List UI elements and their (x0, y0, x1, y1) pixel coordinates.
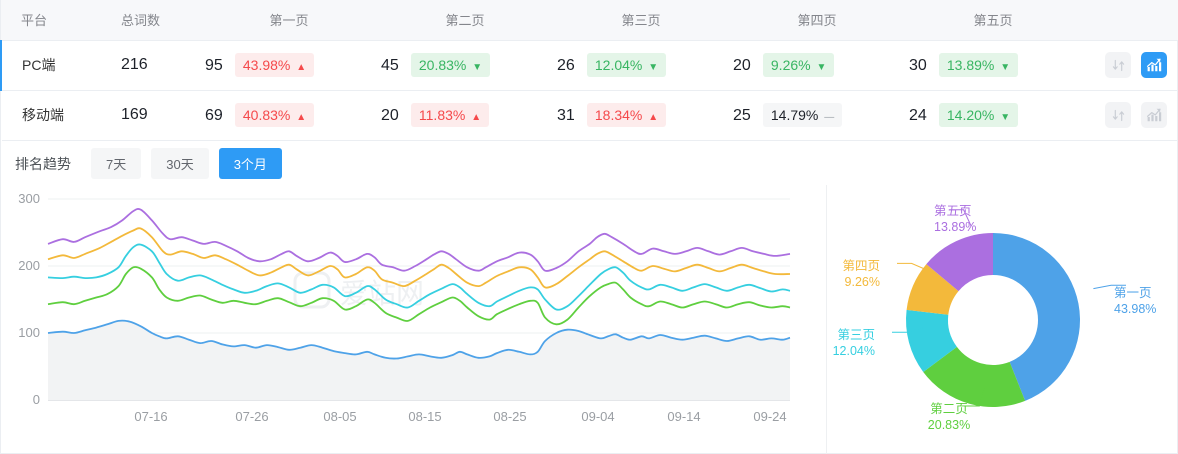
svg-text:08-25: 08-25 (493, 409, 526, 424)
svg-text:09-14: 09-14 (667, 409, 700, 424)
svg-text:300: 300 (18, 191, 40, 206)
svg-text:第三页: 第三页 (837, 328, 875, 342)
svg-text:13.89%: 13.89% (934, 220, 976, 234)
svg-text:12.04%: 12.04% (833, 344, 875, 358)
svg-text:09-04: 09-04 (581, 409, 614, 424)
svg-text:0: 0 (33, 392, 40, 407)
svg-text:09-24: 09-24 (753, 409, 786, 424)
svg-text:08-15: 08-15 (408, 409, 441, 424)
svg-text:08-05: 08-05 (323, 409, 356, 424)
svg-text:07-26: 07-26 (235, 409, 268, 424)
svg-text:100: 100 (18, 325, 40, 340)
svg-text:第四页: 第四页 (842, 259, 880, 273)
svg-text:20.83%: 20.83% (928, 418, 970, 432)
svg-text:第二页: 第二页 (930, 402, 968, 416)
svg-text:07-16: 07-16 (134, 409, 167, 424)
svg-text:第一页: 第一页 (1114, 286, 1152, 300)
svg-text:第五页: 第五页 (934, 204, 972, 218)
svg-text:200: 200 (18, 258, 40, 273)
svg-text:43.98%: 43.98% (1114, 302, 1156, 316)
svg-text:9.26%: 9.26% (845, 275, 880, 289)
